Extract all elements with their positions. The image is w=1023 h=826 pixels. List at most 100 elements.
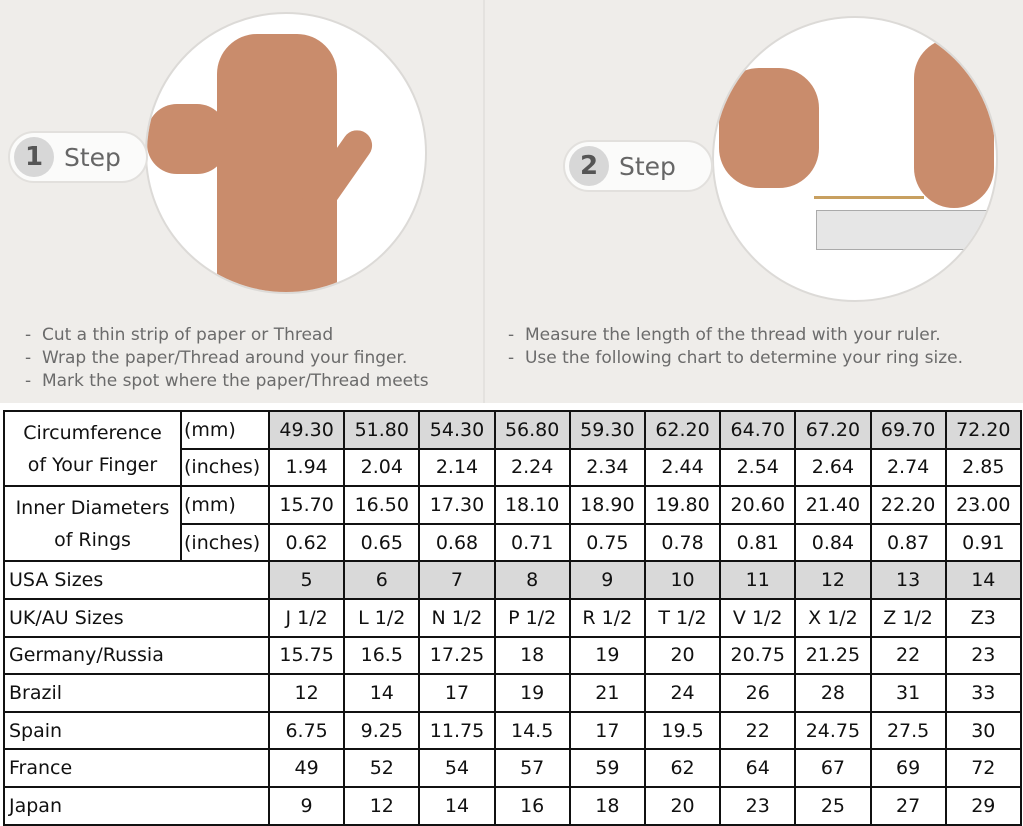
label-line: Circumference [23,421,162,444]
table-cell: 1.94 [267,447,346,488]
table-cell: 24.75 [794,710,872,751]
table-cell: 19 [568,635,646,676]
table-cell: 6.75 [267,710,346,751]
table-cell: 0.78 [643,522,722,563]
table-cell: 9 [267,785,346,826]
table-cell: 18.90 [568,485,646,525]
table-cell: 54.30 [418,410,496,450]
unit-inches: (inches) [180,447,270,488]
table-cell: 17.25 [418,635,496,676]
table-cell: J 1/2 [267,597,346,638]
table-row: UK/AU Sizes J 1/2 L 1/2 N 1/2 P 1/2 R 1/2 T 1/… [3,597,1022,638]
table-cell: 11 [719,560,797,600]
table-cell: 62 [643,748,722,788]
table-row-circumference-inches: (inches) 1.94 2.04 2.14 2.24 2.34 2.44 2.54 2.64… [4,447,1022,488]
instruction-line: Measure the length of the thread with yo… [508,324,963,347]
table-cell: R 1/2 [568,597,646,638]
table-cell: 11.75 [418,710,496,751]
table-cell: 12 [343,785,421,826]
table-cell: 19 [493,673,571,713]
table-cell: 25 [794,785,872,826]
table-cell: 21.40 [794,485,872,525]
table-cell: 49.30 [267,410,346,450]
row-label: UK/AU Sizes [3,597,270,638]
circumference-label: Circumference of Your Finger [3,409,182,488]
table-cell: 8 [493,560,571,600]
unit-mm: (mm) [180,485,270,525]
table-cell: 13 [869,560,947,600]
table-cell: 51.80 [343,410,421,450]
table-row: Spain 6.75 9.25 11.75 14.5 17 19.5 22 24.75 27.5 3… [3,710,1022,751]
table-row: France 49 52 54 57 59 62 64 67 69 72 [3,748,1022,788]
instruction-line: Mark the spot where the paper/Thread mee… [25,370,429,393]
table-cell: 10 [643,560,722,600]
table-cell: 19.80 [643,485,722,525]
instruction-line: Cut a thin strip of paper or Thread [25,324,429,347]
table-cell: 9 [568,560,646,600]
table-cell: 20.75 [719,635,797,676]
table-cell: 72.20 [944,410,1022,450]
step-1-instructions: Cut a thin strip of paper or Thread Wrap… [25,324,429,393]
table-cell: 5 [267,560,346,600]
table-cell: 0.68 [418,522,496,563]
table-cell: 69.70 [869,410,947,450]
row-label: Spain [3,710,270,751]
table-cell: 49 [267,748,346,788]
table-cell: 0.87 [869,522,947,563]
table-cell: 64.70 [719,410,797,450]
table-cell: 0.81 [719,522,797,563]
table-cell: 18 [568,785,646,826]
table-cell: 20 [643,785,722,826]
table-cell: 21.25 [794,635,872,676]
table-cell: 14 [343,673,421,713]
table-cell: 2.54 [719,447,797,488]
table-cell: 72 [944,748,1022,788]
table-cell: 0.62 [267,522,346,563]
table-cell: 23 [944,635,1022,676]
table-cell: 59.30 [568,410,646,450]
table-cell: 62.20 [643,410,722,450]
table-cell: 22 [869,635,947,676]
table-row: Japan 9 12 14 16 18 20 23 25 27 29 [3,785,1022,826]
table-cell: 28 [794,673,872,713]
table-cell: 54 [418,748,496,788]
table-cell: 69 [869,748,947,788]
table-cell: 30 [944,710,1022,751]
ring-size-table: Circumference of Your Finger (mm) 49.30 51.8… [3,409,1022,826]
step-2-instructions: Measure the length of the thread with yo… [508,324,963,370]
table-cell: 7 [418,560,496,600]
panel-divider [483,0,485,403]
table-cell: 17 [568,710,646,751]
row-label: USA Sizes [3,560,270,600]
table-cell: 0.71 [493,522,571,563]
table-row: USA Sizes 5 6 7 8 9 10 11 12 13 14 [3,560,1022,600]
table-cell: 57 [493,748,571,788]
table-cell: 22.20 [869,485,947,525]
table-cell: 21 [568,673,646,713]
table-cell: 24 [643,673,722,713]
table-cell: 0.75 [568,522,646,563]
table-cell: 16.50 [343,485,421,525]
table-cell: 2.24 [493,447,571,488]
table-cell: 2.64 [794,447,872,488]
table-cell: 17 [418,673,496,713]
table-cell: 9.25 [343,710,421,751]
table-cell: 23.00 [944,485,1022,525]
table-cell: 56.80 [493,410,571,450]
row-label: France [3,748,270,788]
table-cell: 2.74 [869,447,947,488]
table-cell: 2.85 [944,447,1022,488]
table-cell: 2.04 [343,447,421,488]
table-cell: 12 [794,560,872,600]
table-cell: 64 [719,748,797,788]
hand-wrap-photo [145,12,427,294]
table-cell: 67 [794,748,872,788]
table-cell: 2.34 [568,447,646,488]
table-cell: 27.5 [869,710,947,751]
table-row-diameter-inches: (inches) 0.62 0.65 0.68 0.71 0.75 0.78 0.81 0.84… [4,522,1022,563]
table-cell: 20.60 [719,485,797,525]
table-cell: 16.5 [343,635,421,676]
table-cell: 29 [944,785,1022,826]
table-row-diameter-mm: Inner Diameters of Rings (mm) 15.70 16.50 17.… [3,485,1022,563]
step-number: 2 [569,146,609,186]
